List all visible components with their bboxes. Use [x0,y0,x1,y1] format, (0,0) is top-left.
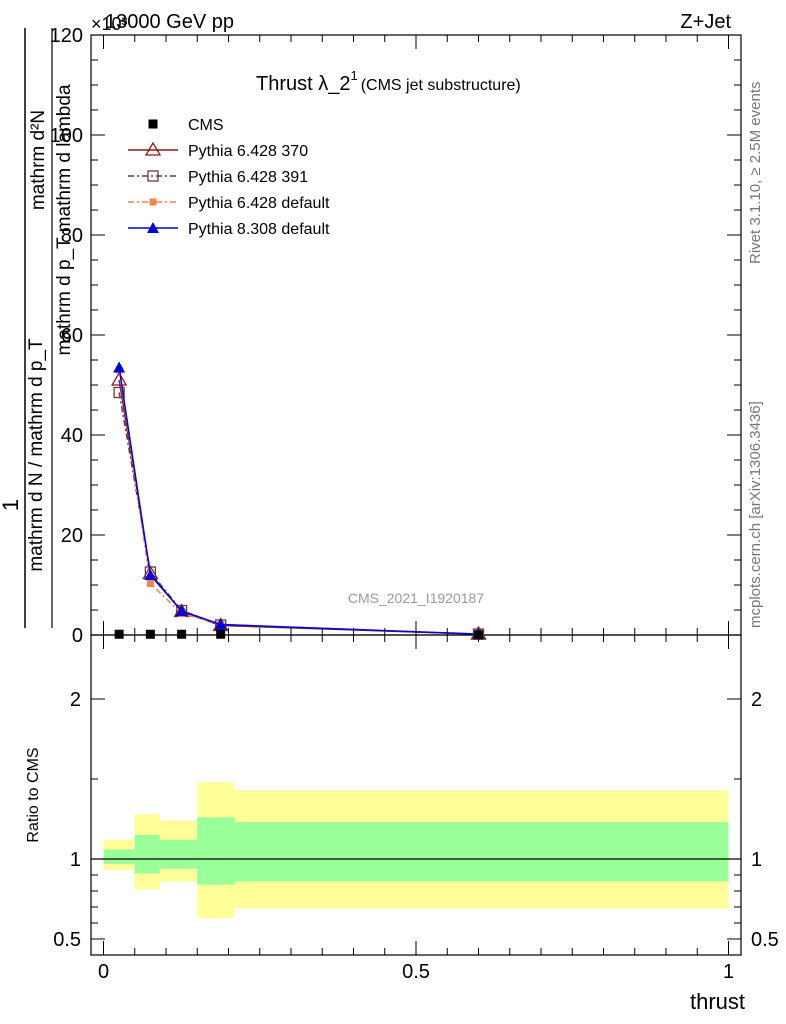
legend-marker-3 [149,198,157,206]
series-4-point-1 [144,569,157,580]
series-3-point-1 [146,580,154,587]
ratio-y-tick-label-right: 2 [751,689,762,711]
series-0-point-0 [114,629,124,639]
ratio-y-tick-label-right: 0.5 [751,929,779,951]
series-2-point-0 [113,386,125,399]
process-label: Z+Jet [680,11,731,33]
band-inner-4 [234,822,729,882]
y-tick-label: 60 [61,325,83,347]
ratio-error-bands [91,782,741,919]
y-tick-label: 0 [72,625,83,647]
energy-label: 13000 GeV pp [105,11,234,33]
band-inner-1 [134,835,160,874]
band-inner-2 [159,839,198,869]
series-0-point-3 [216,629,226,639]
y-tick-label: 40 [61,425,83,447]
band-inner-0 [103,849,135,864]
legend: CMS Pythia 6.428 370 Pythia 6.428 391 Pythi… [128,117,330,238]
legend-entry-2: Pythia 6.428 391 [128,169,308,186]
legend-label-1: Pythia 6.428 370 [188,143,308,160]
x-tick-label: 0 [98,961,109,983]
mcplots-label: mcplots.cern.ch [arXiv:1306.3436] [747,401,764,628]
legend-label-0: CMS [188,117,224,134]
y-tick-label: 80 [61,225,83,247]
ratio-y-tick-label: 2 [70,689,81,711]
y-label-prefactor: 1 [0,499,23,511]
series-0 [114,629,483,640]
legend-marker-4 [147,222,159,233]
legend-entry-1: Pythia 6.428 370 [128,141,308,160]
legend-label-2: Pythia 6.428 391 [188,169,308,186]
series-layer [110,361,487,640]
plot-title-main: Thrust λ_2 [256,73,350,95]
series-4-point-2 [175,605,188,616]
ratio-y-tick-label-right: 1 [751,849,762,871]
legend-label-4: Pythia 8.308 default [188,221,330,238]
series-0-point-1 [145,629,155,639]
series-4-point-3 [214,618,227,630]
legend-entry-0: CMS [148,117,224,134]
series-line-3 [118,369,479,635]
axes: 0 20 40 60 80 100 120 0 0.5 1 0.5 0.5 1 1 2 2 [50,25,779,983]
legend-marker-1 [144,141,162,156]
band-inner-3 [197,817,235,885]
y-label-norm: mathrm d N / mathrm d p_T [26,338,47,572]
y-tick-label: 100 [50,125,83,147]
y-label-denominator: mathrm d p_T mathrm d lambda [54,84,75,355]
legend-label-3: Pythia 6.428 default [188,195,330,212]
plot-title: Thrust λ_21 (CMS jet substructure) [256,68,521,95]
series-4 [113,361,485,640]
legend-entry-3: Pythia 6.428 default [128,195,330,212]
series-1-point-0 [110,371,128,386]
y-tick-label: 20 [61,525,83,547]
legend-entry-4: Pythia 8.308 default [128,221,330,238]
legend-marker-0 [148,119,158,129]
y-axis-label: 1 mathrm d N / mathrm d p_T mathrm d²N m… [0,28,75,628]
analysis-label: CMS_2021_I1920187 [348,590,484,606]
plot-title-sup: 1 [350,68,357,83]
x-tick-label: 0.5 [402,961,430,983]
plot-title-suffix: (CMS jet substructure) [361,77,521,94]
ratio-y-tick-label: 1 [70,849,81,871]
y-tick-label: 120 [50,25,83,47]
y-label-numerator: mathrm d²N [28,110,49,210]
legend-marker-2 [147,170,159,182]
x-axis-label: thrust [690,989,745,1014]
x-tick-label: 1 [723,961,734,983]
series-0-point-2 [177,629,187,639]
series-0-point-4 [474,630,483,640]
ratio-y-tick-label: 0.5 [53,929,81,951]
rivet-version-label: Rivet 3.1.10, ≥ 2.5M events [747,82,764,265]
ratio-y-label: Ratio to CMS [25,747,42,842]
series-4-point-0 [113,361,126,373]
y-exponent-label: ×10³ [91,14,128,34]
